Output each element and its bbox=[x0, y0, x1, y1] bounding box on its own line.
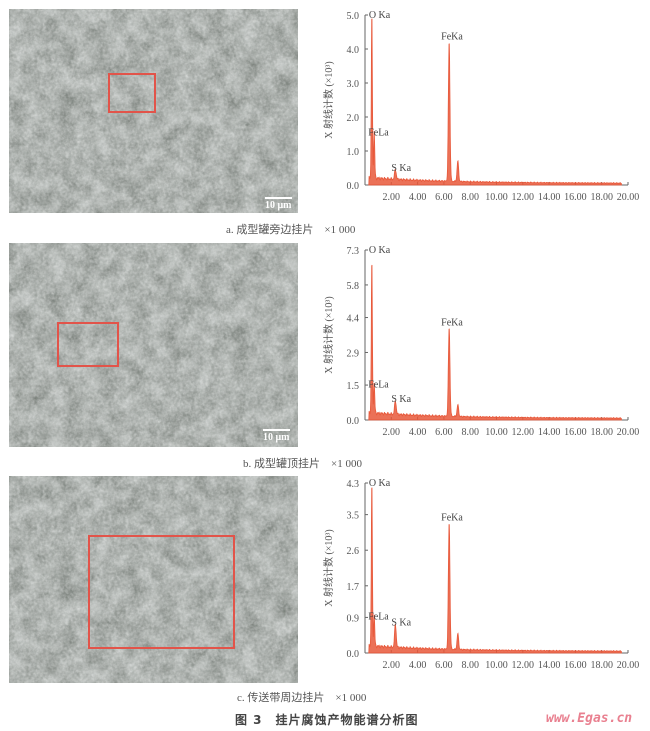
y-tick-label: 0.0 bbox=[347, 649, 360, 660]
x-tick-label: 8.00 bbox=[461, 192, 479, 200]
x-tick-label: 20.00 bbox=[617, 660, 640, 668]
x-tick-label: 18.00 bbox=[590, 192, 613, 200]
scale-bar: 10 μm bbox=[263, 429, 290, 443]
eds-spectrum-b: 0.0 1.5 2.9 4.4 5.8 7.3 2.00 4.00 6.00 8.00 10.00 1… bbox=[322, 245, 640, 435]
watermark: www.Egas.cn bbox=[546, 711, 633, 726]
caption-a: a. 成型罐旁边挂片 ×1 000 bbox=[226, 224, 356, 236]
x-tick-label: 12.00 bbox=[512, 192, 535, 200]
eds-spectrum-a: 0.0 1.0 2.0 3.0 4.0 5.0 2.00 4.00 6.00 8.00 10.00 1… bbox=[322, 10, 640, 200]
x-tick-label: 10.00 bbox=[485, 660, 508, 668]
analysis-region-box bbox=[108, 73, 156, 113]
x-tick-label: 16.00 bbox=[564, 427, 587, 435]
x-tick-label: 12.00 bbox=[512, 427, 535, 435]
x-tick-label: 14.00 bbox=[538, 660, 561, 668]
x-tick-label: 2.00 bbox=[383, 427, 401, 435]
sem-image-b: 10 μm bbox=[9, 243, 298, 447]
spectrum-line bbox=[368, 18, 622, 186]
x-tick-label: 12.00 bbox=[512, 660, 535, 668]
y-tick-label: 1.5 bbox=[347, 381, 360, 392]
x-tick-label: 20.00 bbox=[617, 427, 640, 435]
x-tick-label: 6.00 bbox=[435, 427, 453, 435]
x-tick-label: 4.00 bbox=[409, 660, 427, 668]
x-tick-label: 18.00 bbox=[590, 660, 613, 668]
eds-spectrum-c: 0.0 0.9 1.7 2.6 3.5 4.3 2.00 4.00 6.00 8.00 10.00 1… bbox=[322, 478, 640, 668]
peak-label: FeLa bbox=[368, 127, 389, 138]
peak-label: O Ka bbox=[369, 478, 391, 489]
x-tick-label: 8.00 bbox=[461, 427, 479, 435]
y-tick-label: 0.0 bbox=[347, 181, 360, 192]
y-tick-label: 2.0 bbox=[347, 113, 360, 124]
y-tick-label: 1.0 bbox=[347, 147, 360, 158]
y-tick-label: 3.5 bbox=[347, 511, 360, 522]
y-axis-label: X 射线计数 (×10³) bbox=[322, 529, 335, 607]
x-tick-label: 2.00 bbox=[383, 192, 401, 200]
x-tick-label: 10.00 bbox=[485, 192, 508, 200]
caption-c: c. 传送带周边挂片 ×1 000 bbox=[237, 692, 367, 704]
y-tick-label: 0.0 bbox=[347, 416, 360, 427]
x-tick-label: 16.00 bbox=[564, 192, 587, 200]
peak-label: FeKa bbox=[441, 32, 463, 43]
y-tick-label: 7.3 bbox=[347, 246, 360, 257]
x-tick-label: 18.00 bbox=[590, 427, 613, 435]
spectrum-line bbox=[368, 487, 622, 654]
spectrum-line bbox=[368, 264, 622, 421]
sem-image-c bbox=[9, 476, 298, 683]
y-tick-label: 3.0 bbox=[347, 79, 360, 90]
x-tick-label: 4.00 bbox=[409, 192, 427, 200]
y-tick-label: 5.8 bbox=[347, 281, 360, 292]
peak-label: FeKa bbox=[441, 318, 463, 329]
caption-b: b. 成型罐顶挂片 ×1 000 bbox=[243, 458, 362, 470]
analysis-region-box bbox=[57, 322, 119, 367]
scale-bar-label: 10 μm bbox=[263, 432, 290, 443]
y-tick-label: 4.4 bbox=[347, 314, 360, 325]
peak-label: S Ka bbox=[391, 163, 411, 174]
peak-label: O Ka bbox=[369, 245, 391, 256]
x-tick-label: 8.00 bbox=[461, 660, 479, 668]
y-tick-label: 5.0 bbox=[347, 11, 360, 22]
peak-label: S Ka bbox=[391, 394, 411, 405]
peak-label: O Ka bbox=[369, 10, 391, 21]
x-tick-label: 4.00 bbox=[409, 427, 427, 435]
y-tick-label: 4.3 bbox=[347, 479, 360, 490]
y-tick-label: 1.7 bbox=[347, 582, 360, 593]
y-tick-label: 4.0 bbox=[347, 45, 360, 56]
peak-label: FeLa bbox=[368, 380, 389, 391]
x-tick-label: 14.00 bbox=[538, 192, 561, 200]
y-tick-label: 2.9 bbox=[347, 348, 360, 359]
x-tick-label: 10.00 bbox=[485, 427, 508, 435]
x-tick-label: 2.00 bbox=[383, 660, 401, 668]
y-tick-label: 2.6 bbox=[347, 546, 360, 557]
x-tick-label: 6.00 bbox=[435, 660, 453, 668]
peak-label: FeKa bbox=[441, 512, 463, 523]
scale-bar: 10 μm bbox=[265, 197, 292, 211]
sem-image-a: 10 μm bbox=[9, 9, 298, 213]
scale-bar-label: 10 μm bbox=[265, 200, 292, 211]
peak-label: FeLa bbox=[368, 611, 389, 622]
y-axis-label: X 射线计数 (×10³) bbox=[322, 61, 335, 139]
x-tick-label: 16.00 bbox=[564, 660, 587, 668]
figure-title: 图 3 挂片腐蚀产物能谱分析图 bbox=[235, 713, 419, 727]
peak-label: S Ka bbox=[391, 617, 411, 628]
y-axis-label: X 射线计数 (×10³) bbox=[322, 296, 335, 374]
x-tick-label: 20.00 bbox=[617, 192, 640, 200]
x-tick-label: 6.00 bbox=[435, 192, 453, 200]
x-tick-label: 14.00 bbox=[538, 427, 561, 435]
analysis-region-box bbox=[88, 535, 235, 649]
y-tick-label: 0.9 bbox=[347, 613, 360, 624]
